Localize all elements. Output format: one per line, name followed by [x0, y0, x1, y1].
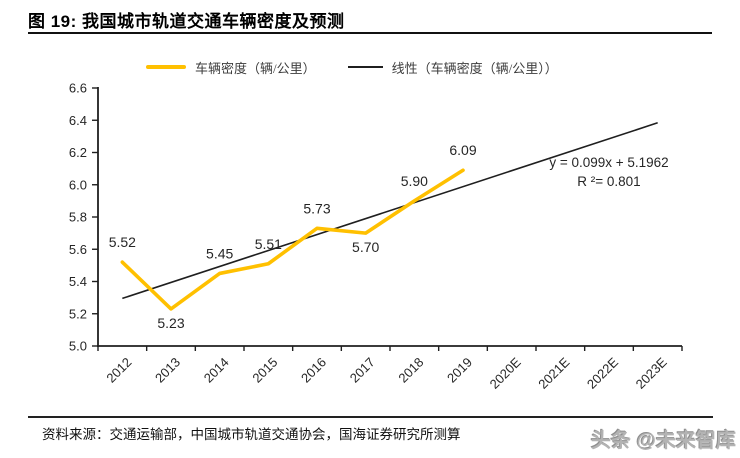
x-tick-label: 2013	[152, 355, 183, 386]
x-tick-label: 2020E	[487, 354, 524, 391]
y-tick-label: 6.0	[69, 177, 87, 192]
x-tick-label: 2021E	[535, 354, 572, 391]
figure-title: 图 19: 我国城市轨道交通车辆密度及预测	[28, 12, 345, 31]
y-tick-label: 6.6	[69, 81, 87, 96]
data-label: 5.23	[157, 315, 184, 331]
title-divider	[28, 32, 712, 34]
x-tick-label: 2014	[201, 355, 232, 386]
legend-item-density: 车辆密度（辆/公里）	[146, 58, 316, 77]
trendline-series	[122, 122, 658, 300]
y-tick-label: 5.4	[69, 274, 87, 289]
y-tick-label: 5.0	[69, 339, 87, 354]
x-tick-label: 2023E	[633, 354, 670, 391]
trendline-swatch	[347, 66, 383, 68]
x-tick-label: 2015	[249, 355, 280, 386]
x-tick-label: 2017	[347, 355, 378, 386]
data-label: 5.52	[109, 234, 136, 250]
y-tick-label: 5.8	[69, 210, 87, 225]
source-note: 资料来源：交通运输部，中国城市轨道交通协会，国海证券研究所测算	[42, 427, 461, 442]
trendline-equation: y = 0.099x + 5.1962	[549, 155, 668, 170]
density-line-swatch	[146, 65, 186, 69]
x-tick-label: 2019	[444, 355, 475, 386]
x-tick-label: 2022E	[584, 354, 621, 391]
density-series-line	[120, 168, 465, 311]
y-tick-label: 5.6	[69, 242, 87, 257]
legend-label-trendline: 线性（车辆密度（辆/公里））	[391, 60, 558, 76]
data-label: 5.90	[401, 173, 428, 189]
x-tick-label: 2012	[103, 355, 134, 386]
y-tick-label: 6.2	[69, 145, 87, 160]
x-tick-label: 2018	[395, 355, 426, 386]
data-label: 6.09	[449, 142, 476, 158]
legend-label-density: 车辆密度（辆/公里）	[195, 60, 316, 76]
source-divider	[28, 416, 713, 418]
x-tick-label: 2016	[298, 355, 329, 386]
watermark: 头条 @未来智库	[590, 430, 736, 452]
data-label: 5.73	[303, 200, 330, 216]
data-label: 5.45	[206, 245, 233, 261]
chart-legend: 车辆密度（辆/公里） 线性（车辆密度（辆/公里））	[146, 57, 558, 77]
trendline-r-squared: R ²= 0.801	[577, 174, 640, 189]
y-tick-label: 5.2	[69, 306, 87, 321]
data-label: 5.51	[255, 236, 282, 252]
y-tick-label: 6.4	[69, 113, 87, 128]
legend-item-trendline: 线性（车辆密度（辆/公里））	[347, 58, 558, 77]
data-label: 5.70	[352, 239, 379, 255]
